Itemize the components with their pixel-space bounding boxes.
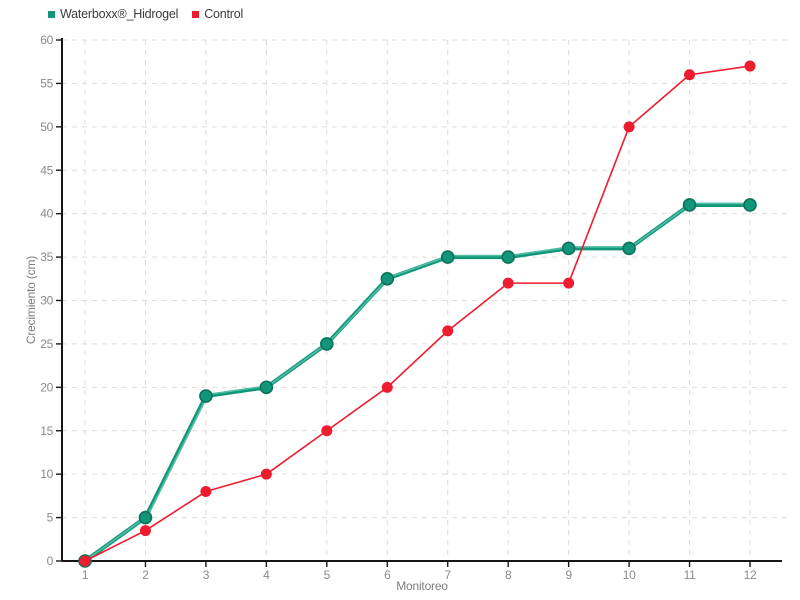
data-point-waterboxx-3 [199, 389, 213, 403]
series-line-control [84, 65, 751, 562]
data-point-control-1 [79, 555, 91, 567]
data-point-waterboxx-7 [440, 250, 455, 264]
legend-swatch-control [192, 11, 200, 18]
x-tick-label: 5 [324, 568, 331, 582]
data-point-waterboxx-9 [561, 241, 576, 256]
series-line-waterboxx-hidrogel [83, 202, 752, 563]
data-point-control-11 [684, 69, 696, 81]
x-tick-label: 8 [505, 568, 512, 582]
legend-swatch-waterboxx-hidrogel [48, 11, 55, 18]
y-tick-label: 20 [40, 380, 53, 394]
x-tick-label: 7 [445, 568, 452, 582]
data-point-waterboxx-6 [380, 271, 395, 286]
x-tick-label: 4 [263, 568, 270, 582]
y-tick-label: 45 [40, 163, 53, 177]
data-point-control-10 [623, 121, 635, 133]
data-point-control-5 [321, 425, 333, 437]
y-tick-label: 40 [40, 207, 53, 221]
data-point-control-4 [260, 468, 272, 480]
y-tick-label: 25 [40, 337, 53, 351]
data-point-control-9 [563, 277, 575, 289]
x-axis-title: Monitoreo [396, 579, 448, 593]
x-tick-label: 6 [384, 568, 391, 582]
data-point-waterboxx-8 [501, 250, 515, 264]
x-tick-label: 12 [744, 568, 757, 582]
x-tick-label: 11 [684, 568, 696, 582]
data-point-control-3 [200, 486, 212, 498]
data-point-control-7 [442, 325, 454, 337]
x-tick-label: 1 [82, 568, 89, 582]
data-point-waterboxx-2 [138, 510, 153, 525]
y-tick-label: 0 [47, 554, 54, 568]
data-point-waterboxx-4 [259, 380, 274, 395]
y-tick-label: 5 [47, 511, 54, 525]
y-tick-label: 60 [40, 33, 53, 47]
x-tick-label: 9 [565, 568, 572, 582]
data-point-control-12 [744, 60, 756, 72]
chart-legend: Waterboxx®_Hidrogel Control [48, 7, 243, 21]
data-point-waterboxx-10 [622, 241, 636, 256]
y-tick-label: 35 [40, 250, 53, 264]
legend-label-waterboxx-hidrogel: Waterboxx®_Hidrogel [60, 7, 179, 21]
x-tick-label: 2 [142, 568, 149, 582]
y-tick-label: 10 [40, 467, 53, 481]
y-axis-title: Crecimiento (cm) [24, 256, 38, 344]
x-tick-label: 10 [623, 568, 636, 582]
y-tick-label: 50 [40, 120, 53, 134]
x-tick-label: 3 [203, 568, 210, 582]
y-tick-label: 55 [40, 76, 53, 90]
data-point-waterboxx-12 [743, 198, 757, 212]
legend-item-waterboxx-hidrogel[interactable]: Waterboxx®_Hidrogel [48, 7, 178, 21]
data-point-control-2 [139, 525, 151, 537]
y-tick-label: 15 [40, 424, 53, 438]
series-line-waterboxx-hidrogel-highlight [86, 202, 752, 561]
legend-item-control[interactable]: Control [192, 7, 243, 21]
data-point-waterboxx-11 [682, 198, 697, 212]
data-point-control-8 [502, 277, 514, 289]
legend-label-control: Control [204, 7, 244, 21]
data-point-control-6 [381, 381, 393, 393]
data-point-waterboxx-5 [320, 337, 334, 351]
y-tick-label: 30 [40, 294, 53, 308]
